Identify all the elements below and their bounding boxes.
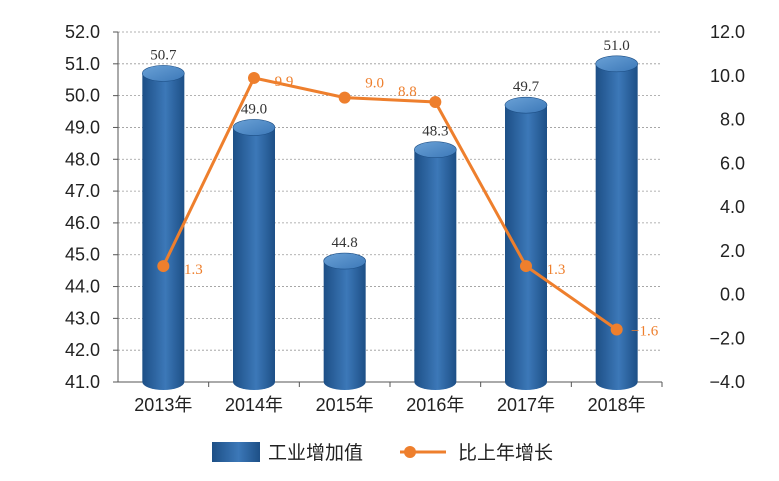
line-point [429, 96, 442, 108]
bar-top [595, 55, 638, 73]
bar-value-label: 51.0 [604, 38, 630, 54]
line-point [610, 323, 623, 336]
right-tick-label: 12.0 [710, 22, 745, 42]
right-axis: 12.0 10.0 8.0 6.0 4.0 2.0 0.0 −2.0 −4.0 [709, 22, 745, 392]
bar [414, 149, 457, 390]
left-tick-label: 52.0 [65, 22, 100, 42]
right-tick-label: 10.0 [710, 66, 745, 86]
line-point [520, 260, 532, 273]
left-tick-label: 48.0 [65, 149, 100, 169]
x-tick-label: 2016年 [406, 395, 464, 415]
bar-value-label: 44.8 [332, 235, 358, 251]
left-tick-label: 46.0 [65, 213, 100, 233]
line-value-label: 8.8 [398, 84, 417, 100]
line-value-label: 9.0 [365, 76, 384, 92]
line-series: 1.3 9.9 9.0 8.8 1.3 −1.6 [157, 71, 659, 340]
growth-line [161, 76, 618, 331]
bar-top [232, 119, 276, 136]
right-tick-label: 6.0 [720, 153, 745, 173]
legend-bar-swatch [212, 442, 260, 462]
bar [505, 105, 547, 390]
bar-top [142, 65, 185, 82]
left-tick-label: 43.0 [65, 308, 100, 328]
line-point [248, 71, 260, 84]
legend-line-marker [404, 446, 416, 458]
left-tick-label: 41.0 [65, 372, 100, 392]
line-value-label: 9.9 [275, 74, 294, 90]
left-tick-label: 42.0 [65, 340, 100, 360]
left-axis: 52.0 51.0 50.0 49.0 48.0 47.0 46.0 45.0 44.0 43.0… [65, 22, 662, 392]
x-tick-label: 2013年 [134, 395, 192, 415]
x-tick-label: 2015年 [316, 395, 374, 415]
legend: 工业增加值 比上年增长 [212, 442, 553, 464]
line-value-label: −1.6 [631, 324, 659, 340]
line-point [157, 260, 170, 273]
line-value-label: 1.3 [184, 262, 203, 278]
line-point [338, 91, 351, 104]
bar-value-label: 49.0 [241, 101, 267, 117]
bar [323, 261, 366, 390]
right-tick-label: 4.0 [720, 197, 745, 217]
bar-value-label: 50.7 [150, 47, 177, 63]
x-tick-label: 2018年 [588, 395, 646, 415]
right-tick-label: 0.0 [720, 285, 745, 305]
bar [595, 63, 638, 391]
bar-top [323, 252, 366, 270]
grid-lines [118, 31, 662, 351]
x-axis-labels: 2013年 2014年 2015年 2016年 2017年 2018年 [134, 382, 663, 415]
bar-top [414, 141, 457, 159]
bar [233, 127, 275, 391]
x-tick-label: 2014年 [225, 395, 283, 415]
x-tick-label: 2017年 [497, 395, 555, 415]
left-tick-label: 45.0 [65, 245, 100, 265]
left-tick-label: 44.0 [65, 277, 100, 297]
bar [142, 73, 185, 390]
left-tick-label: 50.0 [65, 86, 100, 106]
bar-top [504, 96, 548, 114]
bar-series: 50.7 49.0 44.8 48.3 49.7 51.0 [142, 38, 638, 391]
legend-bar-label: 工业增加值 [268, 442, 363, 464]
legend-line-label: 比上年增长 [458, 442, 553, 464]
bar-value-label: 49.7 [513, 79, 540, 95]
right-tick-label: −2.0 [709, 328, 745, 348]
left-tick-label: 49.0 [65, 117, 100, 137]
right-tick-label: 8.0 [720, 110, 745, 130]
left-tick-label: 47.0 [65, 181, 100, 201]
right-tick-label: 2.0 [720, 241, 745, 261]
right-tick-label: −4.0 [709, 372, 745, 392]
left-tick-label: 51.0 [65, 54, 100, 74]
line-value-label: 1.3 [547, 262, 566, 278]
bar-value-label: 48.3 [422, 124, 448, 140]
